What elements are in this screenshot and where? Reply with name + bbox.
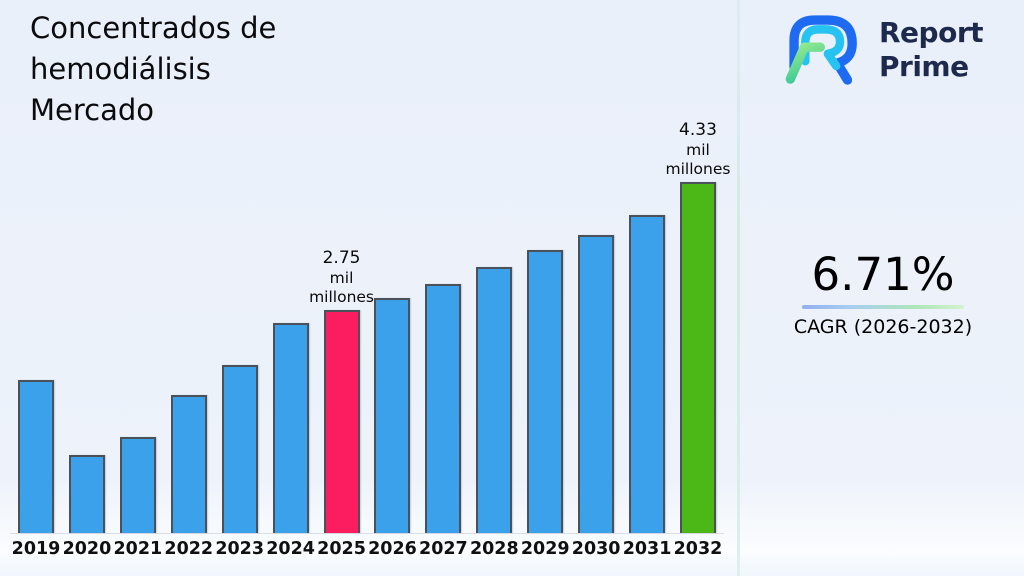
bar-2029 (527, 250, 564, 533)
cagr-underline (802, 305, 964, 310)
brand-logo: Report Prime (780, 8, 984, 92)
bar-column-2022 (164, 395, 214, 533)
bar-annotation-2025: 2.75 mil millones (309, 248, 374, 307)
bar-plot: 2.75 mil millones 4.33 mil millones (10, 113, 730, 534)
bar-2026 (374, 298, 411, 533)
bar-2020 (68, 455, 105, 533)
bar-column-2023 (215, 365, 265, 533)
bar-chart: 2.75 mil millones 4.33 mil millones 2019 2020 2… (10, 113, 730, 559)
vertical-divider (737, 0, 740, 576)
annotation-line: mil (329, 269, 354, 288)
page-title: Concentrados de hemodiálisis Mercado (30, 11, 277, 128)
report-prime-logo-icon (785, 15, 857, 85)
bar-2024 (272, 323, 309, 533)
x-tick-label-2027: 2027 (419, 539, 468, 559)
bar-2032 (679, 182, 716, 533)
bar-column-2026 (367, 298, 417, 533)
bar-column-2020 (62, 455, 112, 533)
x-tick-label-2028: 2028 (469, 539, 519, 559)
annotation-line: millones (665, 160, 731, 179)
bar-column-2030 (571, 235, 621, 533)
bar-2022 (170, 395, 207, 533)
x-tick-label-2025: 2025 (317, 539, 366, 559)
bar-2023 (221, 365, 258, 533)
x-tick-label-2021: 2021 (113, 539, 163, 559)
annotation-line: millones (309, 288, 374, 307)
annotation-line: 2.75 (322, 248, 361, 269)
x-tick-label-2020: 2020 (62, 539, 112, 559)
brand-name: Report Prime (879, 15, 984, 84)
bar-column-2028 (469, 267, 519, 533)
x-tick-label-2023: 2023 (215, 539, 265, 559)
bar-column-2019 (11, 380, 61, 533)
annotation-line: mil (686, 141, 710, 160)
x-axis-labels: 2019 2020 2021 2022 2023 2024 2025 2026 2027 2028… (10, 539, 724, 559)
bar-2025 (323, 310, 360, 533)
cagr-value: 6.71% (811, 248, 955, 301)
x-tick-label-2031: 2031 (622, 539, 672, 559)
brand-name-line1: Report (879, 15, 984, 49)
annotation-line: 4.33 (679, 120, 717, 141)
bar-column-2027 (418, 284, 468, 533)
x-tick-label-2022: 2022 (164, 539, 214, 559)
cagr-block: 6.71% CAGR (2026-2032) (763, 248, 1003, 339)
bar-column-2029 (520, 250, 570, 533)
brand-name-line2: Prime (879, 50, 969, 83)
x-tick-label-2029: 2029 (520, 539, 570, 559)
bar-2021 (119, 437, 156, 533)
bar-2031 (629, 215, 666, 533)
bar-annotation-2032: 4.33 mil millones (666, 120, 731, 179)
bar-column-2024 (266, 323, 316, 533)
bar-column-2031 (622, 215, 672, 533)
cagr-label: CAGR (2026-2032) (793, 316, 973, 339)
bar-2028 (476, 267, 513, 533)
x-tick-label-2024: 2024 (266, 539, 315, 559)
bar-column-2025: 2.75 mil millones (309, 248, 374, 533)
x-tick-label-2026: 2026 (368, 539, 417, 559)
bar-column-2032: 4.33 mil millones (666, 120, 730, 533)
bar-2019 (18, 380, 54, 533)
x-tick-label-2032: 2032 (673, 539, 723, 559)
x-tick-label-2030: 2030 (571, 539, 621, 559)
x-tick-label-2019: 2019 (11, 539, 61, 559)
bar-2027 (425, 284, 462, 533)
bar-column-2021 (113, 437, 163, 533)
bar-2030 (578, 235, 615, 533)
